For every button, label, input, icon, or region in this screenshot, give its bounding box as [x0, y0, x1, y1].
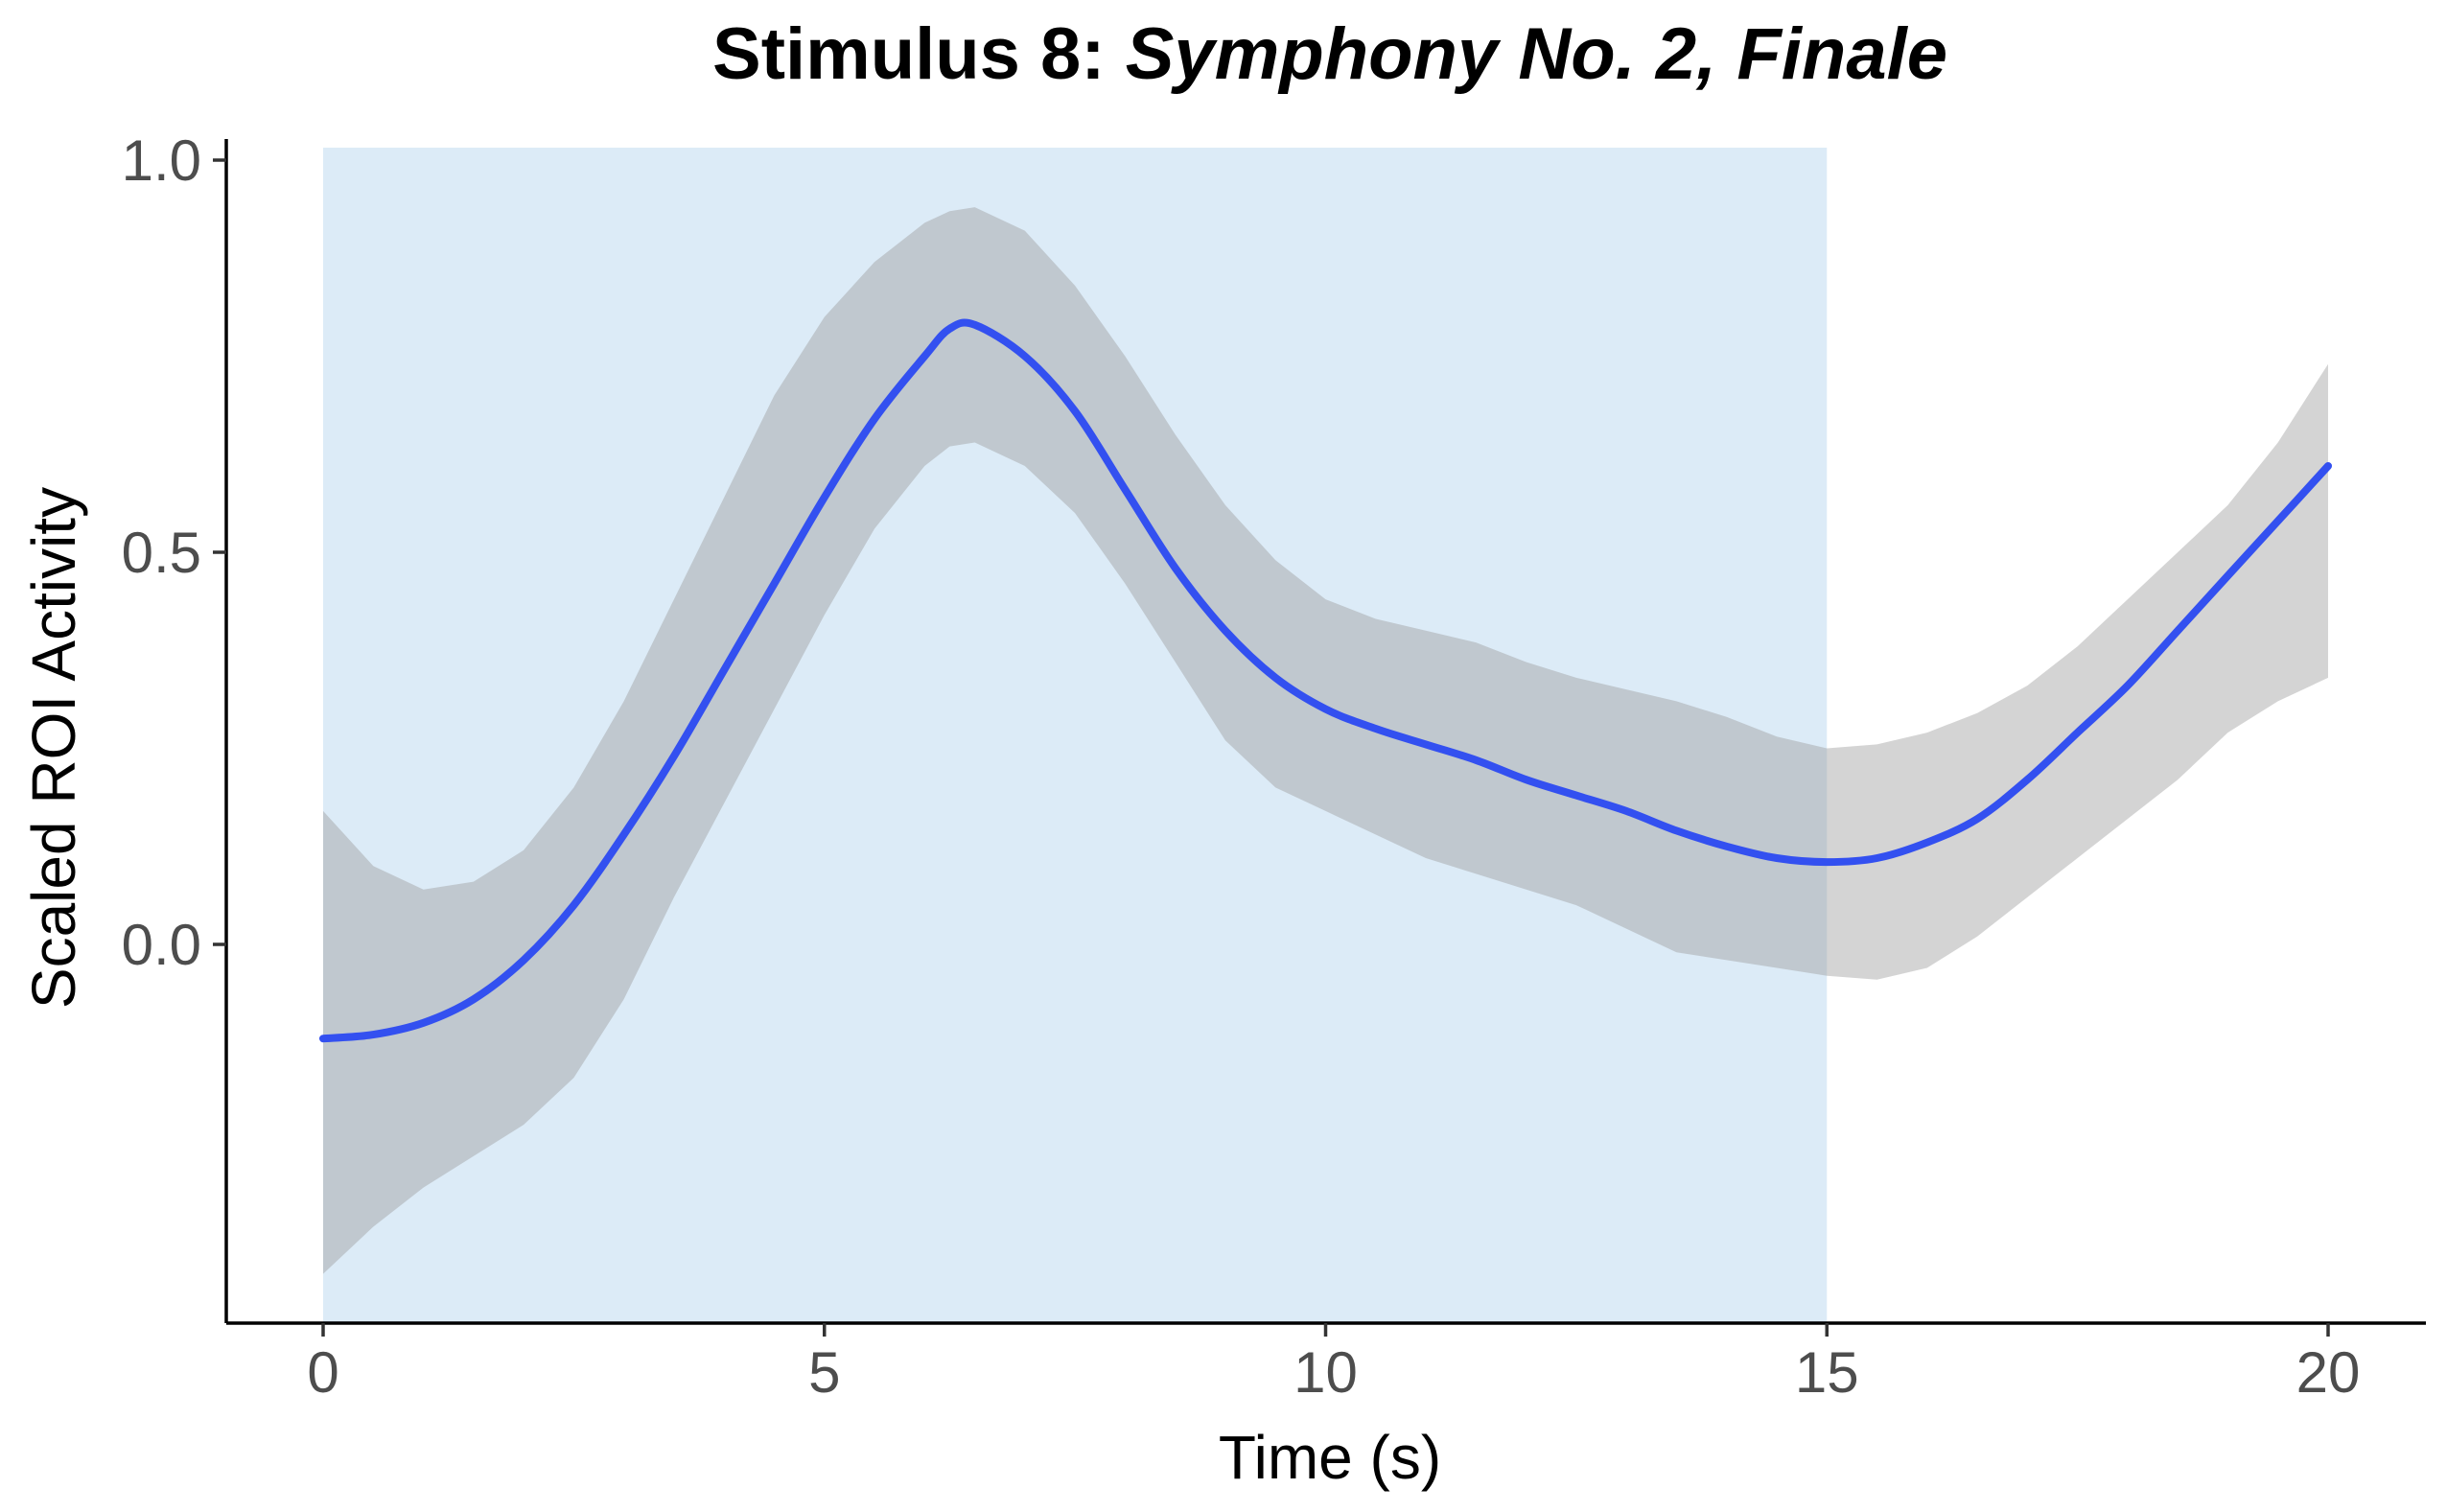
- y-tick-label: 1.0: [122, 128, 201, 193]
- y-axis-title: Scaled ROI Activity: [19, 487, 88, 1009]
- series-line: [319, 318, 2332, 1043]
- x-ticks: 0 5 10 15 20: [307, 1323, 2360, 1405]
- chart-title-italic: Symphony No. 2, Finale: [1126, 13, 1947, 95]
- y-tick-label: 0.0: [122, 913, 201, 977]
- confidence-ribbon: [323, 207, 2328, 1274]
- x-tick-label: 15: [1795, 1340, 1859, 1405]
- x-tick-label: 0: [307, 1340, 338, 1405]
- chart-title: Stimulus 8: Symphony No. 2, Finale: [712, 13, 1947, 95]
- y-tick-label: 0.5: [122, 521, 201, 585]
- stimulus-window: [323, 148, 1828, 1323]
- x-axis-title: Time (s): [1219, 1423, 1441, 1492]
- x-tick-label: 10: [1293, 1340, 1358, 1405]
- y-ticks: 0.0 0.5 1.0: [122, 128, 226, 977]
- x-tick-label: 5: [808, 1340, 840, 1405]
- x-tick-label: 20: [2296, 1340, 2361, 1405]
- chart-title-prefix: Stimulus 8:: [712, 13, 1126, 95]
